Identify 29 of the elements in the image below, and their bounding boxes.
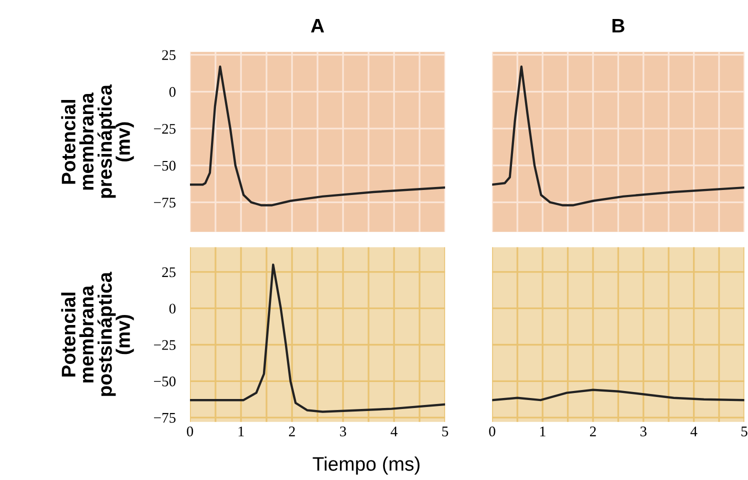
x-tick-label: 0	[186, 426, 194, 436]
x-tick-label: 3	[640, 426, 647, 436]
y-tick-label: −75	[154, 413, 176, 423]
y-tick-label: −50	[154, 160, 176, 171]
y-tick-label: 0	[169, 304, 176, 314]
line-series	[190, 65, 446, 206]
x-tick-label: 4	[690, 426, 698, 436]
y-axis-title: Potencial membrana presináptica (mv)	[61, 84, 134, 198]
x-tick-label: 4	[390, 426, 398, 436]
x-tick-label: 5	[442, 426, 448, 436]
x-tick-label: 2	[590, 426, 596, 436]
y-axis-title: Potencial membrana postsináptica (mv)	[61, 272, 134, 396]
x-tick-label: 5	[741, 426, 748, 436]
y-tick-label: −25	[154, 124, 176, 134]
x-tick-label: 2	[289, 426, 295, 436]
x-tick-label: 0	[489, 426, 496, 436]
y-tick-label: 25	[162, 50, 176, 60]
x-tick-label: 3	[340, 426, 346, 436]
chart-title: A	[310, 19, 324, 32]
chart-title: B	[612, 19, 624, 32]
y-tick-label: −75	[154, 198, 176, 208]
y-tick-label: 25	[162, 267, 176, 278]
x-axis-title: Tiempo (ms)	[312, 456, 420, 475]
y-tick-label: −25	[154, 340, 176, 350]
y-tick-label: −50	[154, 376, 176, 386]
line-series	[190, 264, 446, 413]
y-tick-label: 0	[169, 87, 176, 97]
x-tick-label: 1	[540, 426, 546, 436]
x-tick-label: 1	[238, 426, 244, 436]
